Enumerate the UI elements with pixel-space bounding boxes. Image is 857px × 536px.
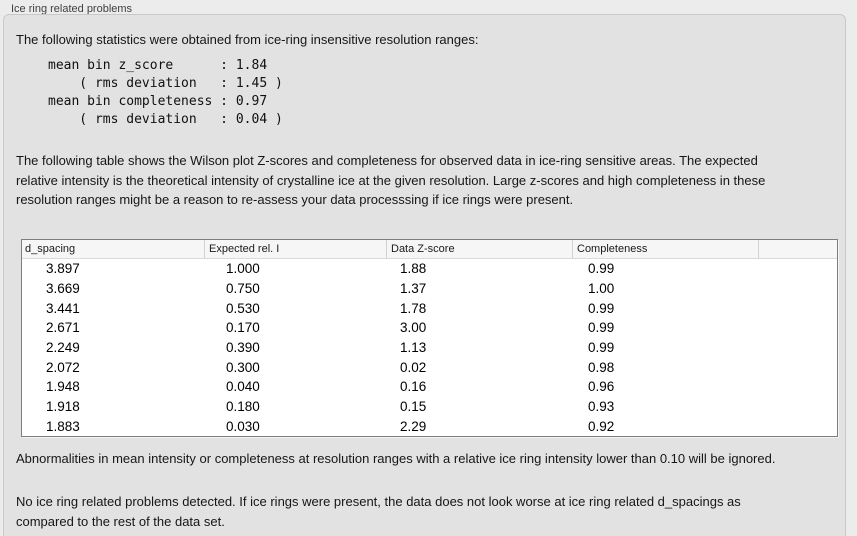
table-row[interactable]: 2.072 0.300 0.02 0.98	[22, 357, 837, 377]
table-cell	[758, 279, 837, 299]
table-cell: 1.88	[400, 261, 427, 277]
table-body: 3.897 1.000 1.88 0.99 3.669 0.750 1.37 1.00 3.44…	[22, 259, 837, 436]
table-cell	[758, 338, 837, 358]
table-cell	[758, 416, 837, 436]
note-no-problems: No ice ring related problems detected. I…	[16, 494, 741, 529]
table-cell: 0.390	[226, 340, 260, 356]
stat-line-mean-z-score: mean bin z_score : 1.84	[48, 58, 268, 73]
table-cell: 1.00	[588, 281, 615, 296]
ice-ring-panel: The following statistics were obtained f…	[3, 14, 846, 536]
table-cell: 1.37	[400, 281, 427, 296]
table-cell: 0.02	[400, 359, 427, 375]
table-cell	[758, 259, 837, 279]
table-cell: 2.072	[46, 359, 80, 375]
table-cell	[758, 318, 837, 338]
table-row[interactable]: 3.897 1.000 1.88 0.99	[22, 259, 837, 279]
table-cell: 0.99	[588, 300, 615, 316]
column-header-d-spacing[interactable]: d_spacing	[25, 243, 76, 255]
table-cell: 0.040	[226, 379, 260, 395]
table-cell: 0.96	[588, 379, 615, 395]
table-cell: 0.98	[588, 359, 615, 375]
table-cell: 1.948	[46, 379, 80, 395]
table-cell: 3.669	[46, 281, 80, 296]
table-cell	[758, 397, 837, 417]
table-cell: 0.99	[588, 261, 615, 277]
stat-line-completeness-rms-deviation: ( rms deviation : 0.04 )	[48, 112, 283, 127]
stat-line-z-rms-deviation: ( rms deviation : 1.45 )	[48, 76, 283, 91]
table-cell: 0.750	[226, 281, 260, 296]
column-header-expected-rel-i[interactable]: Expected rel. I	[204, 240, 386, 258]
table-cell: 0.180	[226, 399, 260, 415]
description-text: The following table shows the Wilson plo…	[16, 153, 766, 207]
table-row[interactable]: 2.249 0.390 1.13 0.99	[22, 338, 837, 358]
table-cell: 0.93	[588, 399, 615, 415]
stats-block: mean bin z_score : 1.84 ( rms deviation …	[48, 57, 283, 129]
table-cell: 0.99	[588, 340, 615, 356]
column-header-data-z-score[interactable]: Data Z-score	[386, 240, 572, 258]
table-row[interactable]: 1.948 0.040 0.16 0.96	[22, 377, 837, 397]
table-cell: 0.030	[226, 418, 260, 434]
table-cell	[758, 298, 837, 318]
table-cell: 0.15	[400, 399, 427, 415]
table-cell: 1.883	[46, 418, 80, 434]
table-header: d_spacing Expected rel. I Data Z-score C…	[22, 240, 837, 259]
ice-ring-table: d_spacing Expected rel. I Data Z-score C…	[21, 239, 838, 437]
table-cell: 2.249	[46, 340, 80, 356]
table-row[interactable]: 2.671 0.170 3.00 0.99	[22, 318, 837, 338]
column-header-empty[interactable]	[758, 240, 837, 258]
table-cell: 0.16	[400, 379, 427, 395]
stat-line-mean-completeness: mean bin completeness : 0.97	[48, 94, 268, 109]
note-ignore-threshold: Abnormalities in mean intensity or compl…	[16, 451, 776, 466]
table-cell: 2.671	[46, 320, 80, 336]
table-cell	[758, 377, 837, 397]
table-cell: 1.78	[400, 300, 427, 316]
panel-title: Ice ring related problems	[11, 3, 133, 15]
table-row[interactable]: 1.918 0.180 0.15 0.93	[22, 397, 837, 417]
intro-text: The following statistics were obtained f…	[16, 32, 479, 47]
table-cell: 0.170	[226, 320, 260, 336]
table-cell: 2.29	[400, 418, 427, 434]
table-cell: 3.897	[46, 261, 80, 277]
table-cell: 1.000	[226, 261, 260, 277]
table-row[interactable]: 3.441 0.530 1.78 0.99	[22, 298, 837, 318]
table-cell: 0.300	[226, 359, 260, 375]
table-cell: 0.99	[588, 320, 615, 336]
table-cell	[758, 357, 837, 377]
table-cell: 3.441	[46, 300, 80, 316]
table-cell: 3.00	[400, 320, 427, 336]
column-header-completeness[interactable]: Completeness	[572, 240, 758, 258]
table-cell: 0.530	[226, 300, 260, 316]
table-row[interactable]: 1.883 0.030 2.29 0.92	[22, 416, 837, 436]
table-cell: 1.918	[46, 399, 80, 415]
table-cell: 0.92	[588, 418, 615, 434]
table-row[interactable]: 3.669 0.750 1.37 1.00	[22, 279, 837, 299]
table-cell: 1.13	[400, 340, 427, 356]
